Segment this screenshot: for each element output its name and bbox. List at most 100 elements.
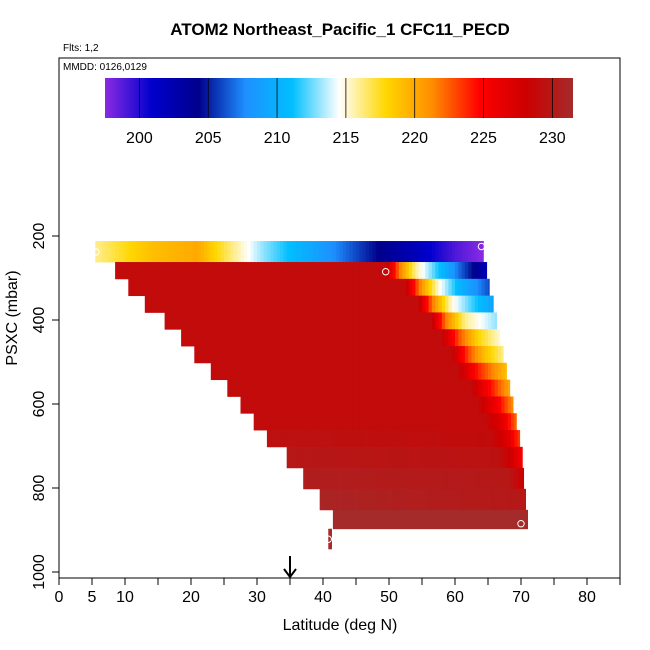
heatmap-cell (431, 262, 436, 280)
heatmap-cell (458, 241, 462, 263)
heatmap-cell (191, 241, 195, 263)
heatmap-cell (283, 241, 288, 263)
heatmap-cell (181, 241, 185, 263)
heatmap-cell (276, 241, 281, 263)
heatmap-cell (339, 241, 344, 263)
heatmap-cell (220, 278, 225, 297)
heatmap-cell (326, 278, 330, 297)
heatmap-cell (448, 346, 453, 364)
heatmap-cell (448, 262, 453, 280)
heatmap-cell (474, 295, 479, 313)
heatmap-cell (385, 346, 390, 364)
heatmap-cell (230, 262, 235, 280)
heatmap-cell (412, 396, 416, 414)
heatmap-cell (369, 362, 373, 381)
heatmap-cell (365, 488, 370, 511)
heatmap-cell (379, 329, 383, 347)
heatmap-cell (507, 446, 512, 469)
heatmap-cell (253, 346, 258, 364)
heatmap-cell (336, 396, 340, 414)
heatmap-cell (167, 241, 172, 263)
heatmap-cell (250, 241, 255, 263)
heatmap-cell (471, 241, 476, 263)
heatmap-cell (286, 346, 291, 364)
heatmap-cell (154, 295, 159, 313)
heatmap-cell (237, 362, 241, 381)
heatmap-cell (415, 467, 420, 490)
heatmap-cell (253, 295, 258, 313)
heatmap-cell (303, 241, 307, 263)
heatmap-cell (306, 346, 311, 364)
heatmap-cell (207, 262, 212, 280)
heatmap-cell (161, 262, 165, 280)
heatmap-cell (415, 262, 420, 280)
heatmap-cell (280, 413, 284, 431)
heatmap-cell (342, 379, 347, 397)
heatmap-cell (362, 488, 367, 511)
heatmap-cell (144, 241, 149, 263)
heatmap-cell (263, 295, 268, 313)
heatmap-cell (128, 278, 132, 297)
heatmap-cell (184, 329, 189, 347)
heatmap-cell (395, 446, 400, 469)
heatmap-cell (392, 241, 396, 263)
heatmap-bands (95, 241, 528, 550)
band-14 (319, 488, 527, 511)
heatmap-cell (504, 430, 509, 448)
colorbar-label-210: 210 (264, 130, 291, 147)
heatmap-cell (445, 262, 449, 280)
heatmap-cell (504, 509, 509, 530)
heatmap-cell (448, 329, 453, 347)
heatmap-cell (395, 295, 400, 313)
heatmap-cell (478, 467, 482, 490)
heatmap-cell (375, 295, 380, 313)
heatmap-cell (507, 396, 512, 414)
heatmap-cell (217, 362, 222, 381)
heatmap-cell (329, 295, 334, 313)
heatmap-cell (342, 396, 347, 414)
heatmap-cell (481, 262, 486, 280)
heatmap-cell (392, 430, 396, 448)
heatmap-cell (379, 262, 383, 280)
heatmap-cell (290, 396, 294, 414)
heatmap-cell (458, 278, 462, 297)
heatmap-cell (283, 379, 288, 397)
heatmap-cell (451, 446, 456, 469)
heatmap-cell (164, 312, 169, 330)
heatmap-cell (501, 488, 505, 511)
heatmap-cell (273, 379, 278, 397)
heatmap-cell (144, 262, 149, 280)
heatmap-cell (336, 379, 340, 397)
heatmap-cell (422, 329, 426, 347)
heatmap-cell (207, 346, 212, 364)
heatmap-cell (484, 262, 488, 280)
heatmap-cell (372, 241, 377, 263)
heatmap-cell (339, 295, 344, 313)
heatmap-cell (293, 329, 297, 347)
heatmap-cell (481, 312, 486, 330)
heatmap-cell (303, 295, 307, 313)
heatmap-cell (425, 430, 429, 448)
heatmap-cell (336, 329, 340, 347)
heatmap-cell (359, 413, 363, 431)
heatmap-cell (299, 379, 304, 397)
heatmap-cell (313, 396, 317, 414)
heatmap-cell (494, 312, 497, 330)
heatmap-cell (326, 396, 330, 414)
heatmap-cell (309, 446, 314, 469)
heatmap-cell (316, 329, 321, 347)
heatmap-cell (461, 278, 466, 297)
heatmap-cell (488, 346, 492, 364)
heatmap-cell (210, 362, 215, 381)
heatmap-cell (389, 396, 393, 414)
heatmap-cell (408, 262, 413, 280)
heatmap-cell (233, 262, 238, 280)
heatmap-cell (257, 262, 261, 280)
heatmap-cell (105, 241, 109, 263)
heatmap-cell (451, 362, 456, 381)
heatmap-cell (280, 278, 284, 297)
heatmap-cell (389, 413, 393, 431)
heatmap-cell (329, 329, 334, 347)
heatmap-cell (494, 509, 499, 530)
heatmap-cell (507, 509, 512, 530)
